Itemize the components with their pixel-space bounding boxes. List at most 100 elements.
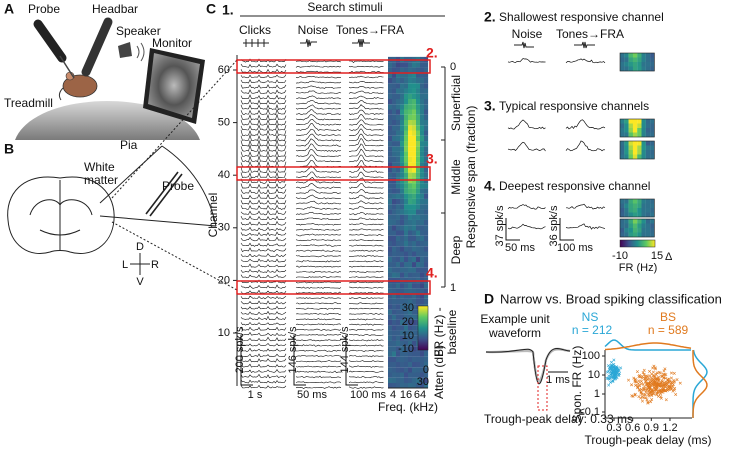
scatter-point [652, 385, 656, 389]
fra-cell [632, 199, 638, 204]
scatter-point [636, 386, 640, 390]
fra-cell [412, 141, 417, 147]
fra-cell [404, 230, 409, 236]
fra-cell [620, 212, 625, 218]
trace [240, 231, 287, 237]
fra-cell [420, 219, 425, 226]
trace [295, 104, 342, 110]
fra-cell [628, 212, 633, 218]
fra-cell [404, 104, 409, 110]
fra-cell [396, 151, 401, 157]
scale-bar [559, 218, 574, 241]
fra-cell [396, 109, 401, 115]
fra-cell [400, 151, 405, 157]
rotated-label: 37 spk/s [494, 205, 506, 246]
trace [295, 344, 342, 347]
fra-cell [388, 188, 393, 194]
trace [240, 305, 287, 310]
fra-cell [424, 288, 429, 294]
trace [240, 209, 287, 216]
fra-cell [624, 154, 629, 160]
fra-cell [400, 367, 405, 373]
trace [348, 255, 384, 258]
fra-cell [645, 119, 651, 124]
scatter-point [650, 379, 654, 383]
fra-cell [420, 98, 425, 105]
fra-cell [404, 193, 409, 199]
fra-cell [628, 154, 633, 160]
fra-cell [641, 145, 646, 151]
fra-cell [408, 98, 413, 105]
fra-cell [628, 62, 633, 67]
trace [240, 123, 287, 131]
fra-cell [420, 361, 425, 368]
scatter-point [610, 368, 614, 372]
trace [348, 109, 384, 115]
fra-cell [416, 214, 421, 220]
trace [295, 200, 342, 205]
fra-cell [400, 130, 405, 136]
fra-cell [416, 219, 421, 226]
fra-cell [408, 209, 413, 215]
fra-cell [424, 120, 429, 126]
fra-cell [420, 214, 425, 220]
fra-cell [412, 72, 417, 78]
fra-cell [645, 223, 651, 229]
trace [348, 349, 384, 352]
fra-cell [392, 67, 397, 73]
fra-cell [641, 119, 646, 124]
trace [348, 291, 384, 294]
trace [348, 365, 384, 368]
fra-cell [404, 235, 409, 242]
rotated-label: Responsive span (fraction) [464, 106, 478, 249]
fra-cell [412, 225, 417, 231]
trace [348, 370, 384, 373]
fra-cell [396, 283, 401, 289]
fra-cell [424, 98, 429, 105]
fra-cell [396, 167, 401, 173]
fra-cell [632, 132, 638, 138]
label: 1 [450, 282, 456, 294]
fra-cell [408, 204, 413, 210]
fra-cell [420, 230, 425, 236]
fra-cell [392, 214, 397, 220]
fra-cell [396, 309, 401, 315]
panel-label: B [4, 141, 14, 157]
fra-cell [632, 228, 638, 233]
fra-cell [416, 356, 421, 362]
fra-cell [424, 198, 429, 205]
scatter-point [671, 389, 675, 393]
label: 100 ms [350, 389, 387, 401]
fra-cell [396, 214, 401, 220]
fra-cell [624, 62, 629, 67]
fra-cell [412, 383, 417, 389]
fra-cell [408, 262, 413, 268]
fra-cell [408, 62, 413, 68]
fra-cell [392, 146, 397, 152]
fra-cell [628, 203, 633, 209]
trace [240, 279, 287, 284]
scatter-point [630, 383, 634, 387]
fra-cell [400, 283, 405, 289]
fra-cell [404, 214, 409, 220]
fra-cell [392, 335, 397, 341]
scatter-point [662, 383, 666, 387]
fra-cell [416, 288, 421, 294]
scatter-point [664, 382, 668, 386]
fra-cell [412, 262, 417, 268]
fra-cell [628, 208, 633, 213]
fra-cell [408, 319, 413, 326]
label: 1. [222, 2, 234, 18]
scatter-point [653, 366, 657, 370]
fra-cell [628, 228, 633, 233]
trace [240, 183, 287, 189]
trace [240, 289, 287, 295]
fra-cell [650, 199, 655, 204]
fra-cell [624, 203, 629, 209]
fra-cell [624, 57, 629, 63]
fra-cell [404, 198, 409, 205]
fra-cell [412, 98, 417, 105]
delay-marker [537, 365, 548, 411]
fra-cell [412, 288, 417, 294]
fra-cell [416, 120, 421, 126]
